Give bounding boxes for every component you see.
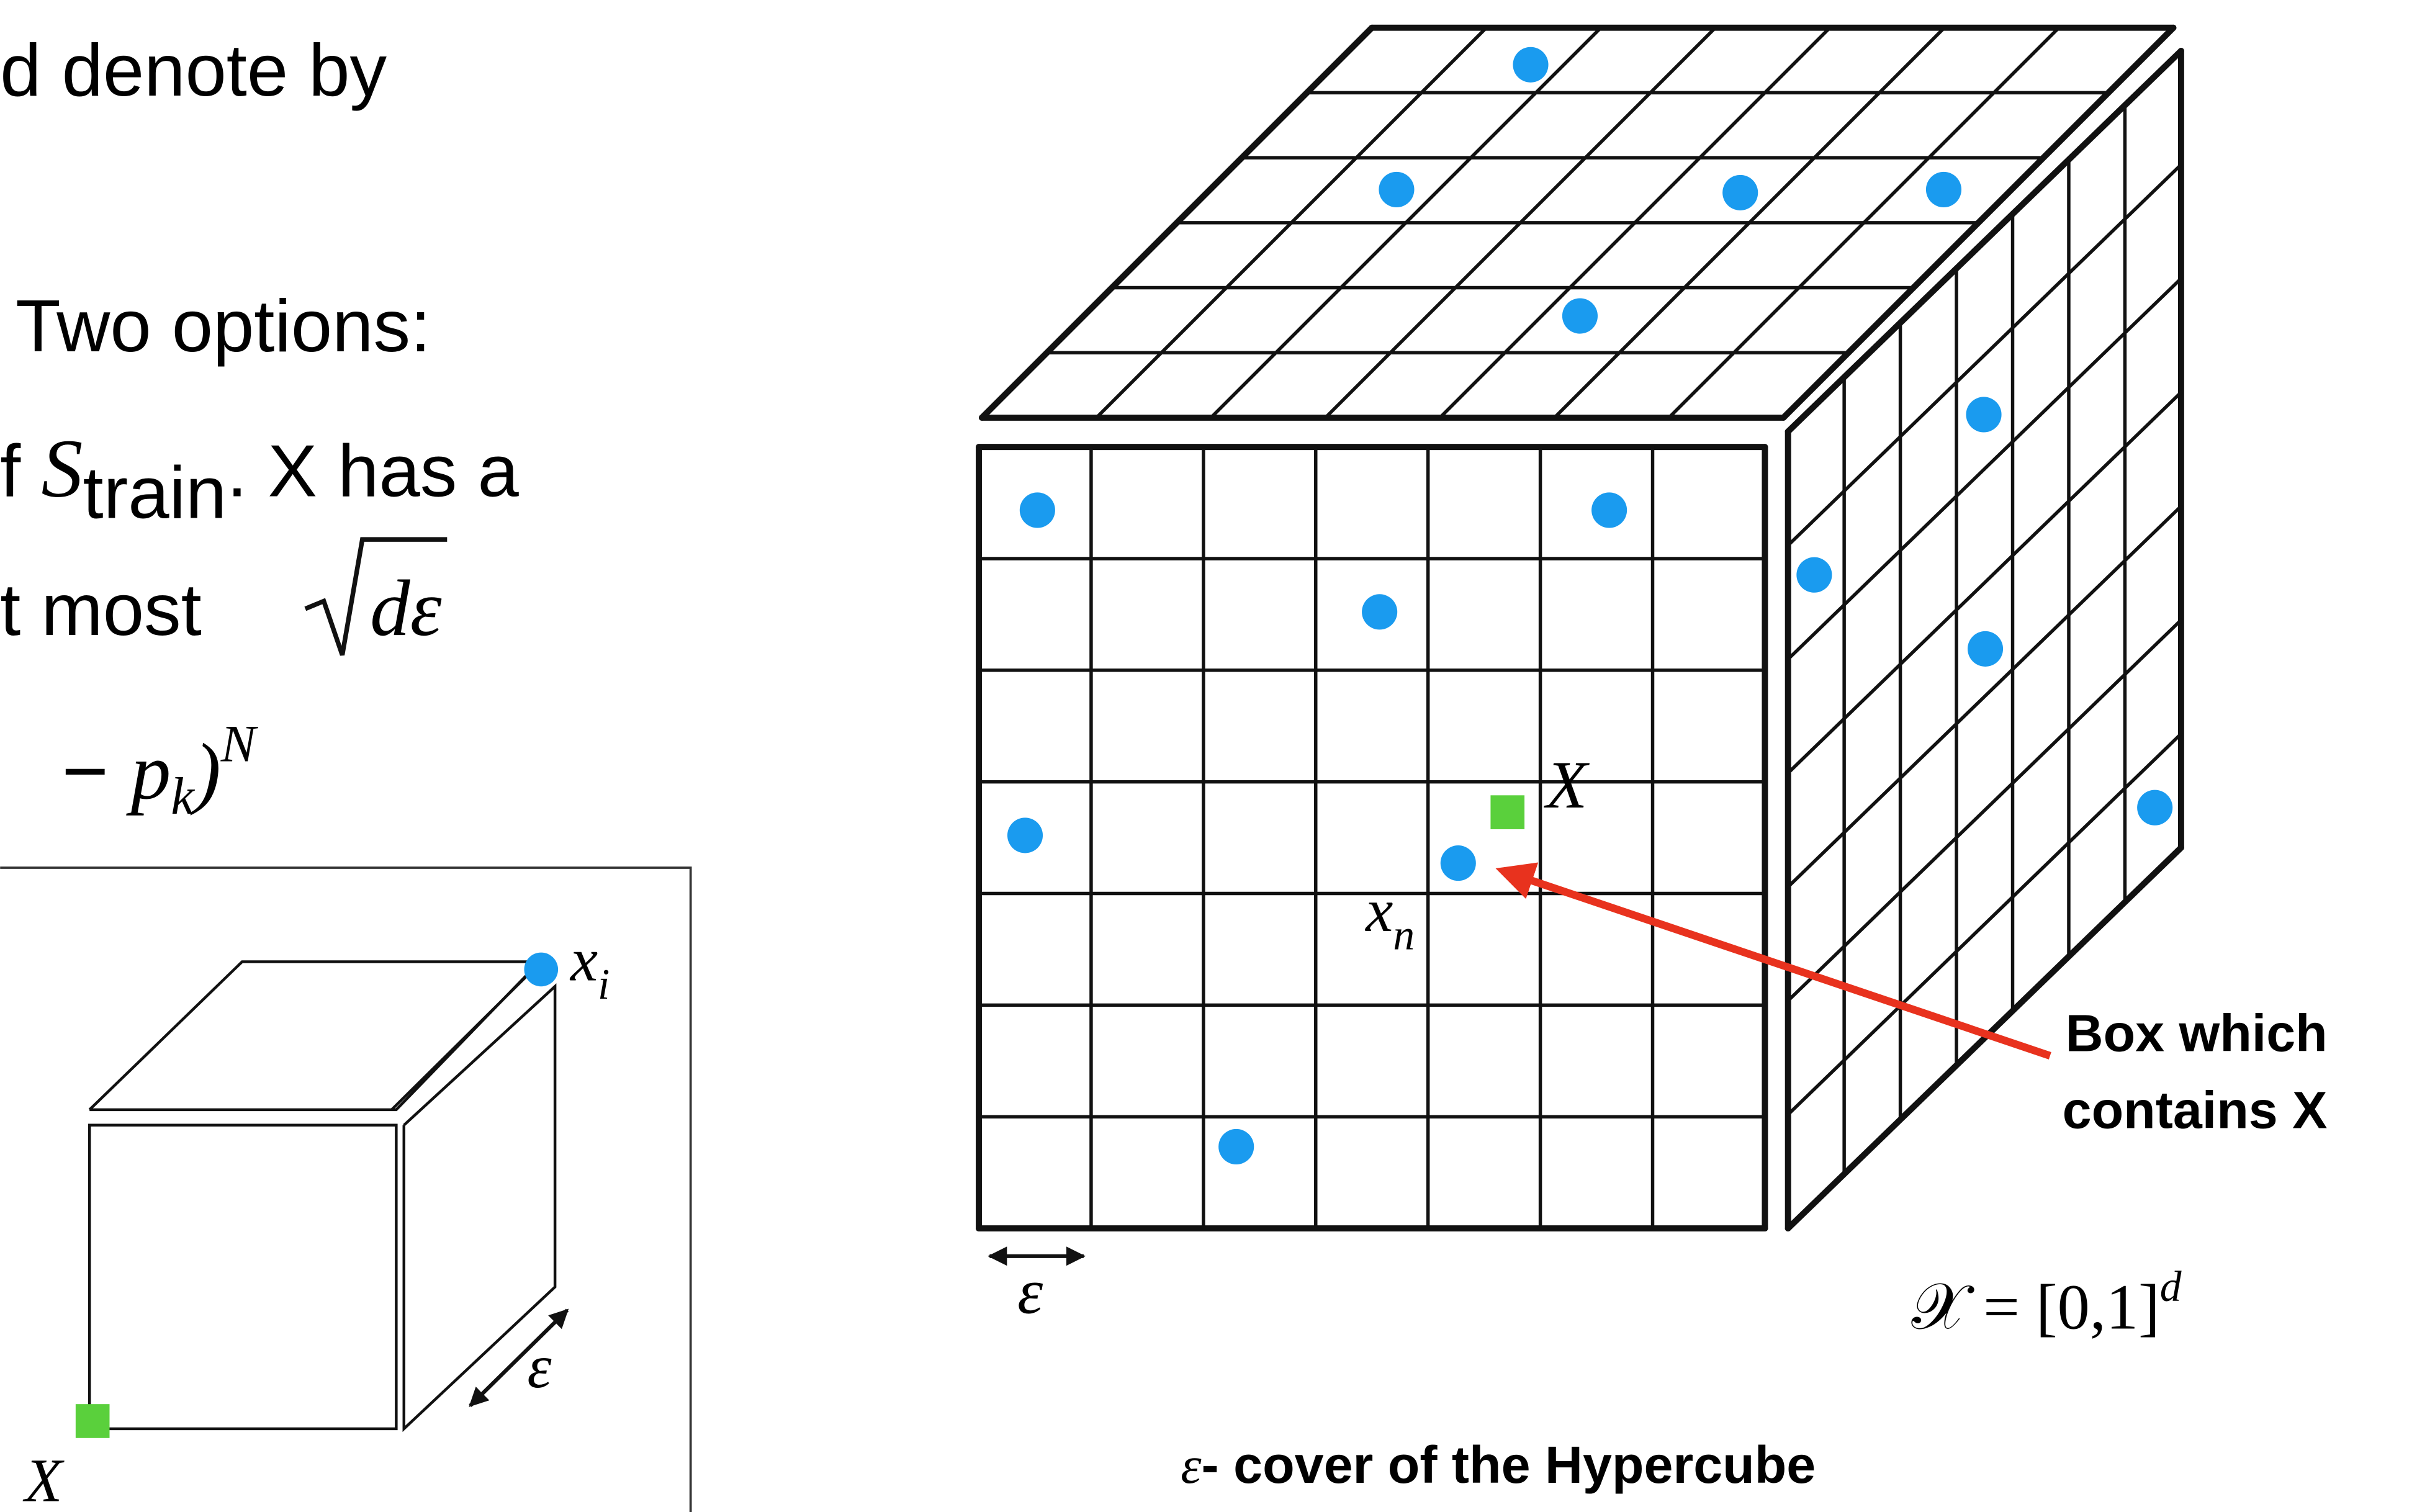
annotation: Box which: [2066, 1004, 2328, 1063]
sample-point: [1007, 817, 1043, 853]
text: f: [0, 430, 41, 513]
sample-point: [1362, 594, 1398, 630]
grid-line: [1786, 277, 2183, 661]
sample-point: [1218, 1128, 1254, 1165]
text-line: Two options:: [16, 285, 431, 367]
caption: ε- cover of the Hypercube: [1181, 1436, 1816, 1495]
math: x: [1364, 876, 1393, 945]
grid-line: [1786, 732, 2183, 1117]
superscript: d: [2160, 1263, 2182, 1311]
sample-point: [1966, 397, 2002, 433]
sample-point: [1019, 492, 1055, 528]
grid-line: [1785, 844, 2184, 1232]
query-point: [1490, 795, 1525, 829]
query-label: X: [22, 1447, 65, 1512]
math: S: [41, 423, 83, 515]
sample-point: [1562, 298, 1598, 334]
math: 𝒳 = [0,1]: [1911, 1271, 2159, 1343]
text-line: t most: [0, 569, 202, 651]
grid-line: [1786, 618, 2183, 1003]
grid-line: [1786, 163, 2183, 547]
sample-point: [1925, 171, 1962, 207]
text: −: [62, 726, 131, 816]
text-line: f Strain. X has a: [0, 423, 519, 534]
sample-point: [1440, 845, 1476, 881]
sqrt-sign: [304, 537, 448, 656]
space-label: 𝒳 = [0,1]d: [1911, 1263, 2181, 1343]
sample-point: [1379, 171, 1415, 207]
text-line: − pk)N: [62, 716, 259, 826]
query-label: X: [1544, 747, 1590, 822]
cell-label: ε: [1017, 1256, 1043, 1328]
annotation: contains X: [2063, 1081, 2328, 1140]
text: - cover of the Hypercube: [1202, 1436, 1816, 1494]
math: x: [569, 925, 598, 994]
nearest-label: xn: [1364, 876, 1415, 960]
hypercube: [976, 24, 2184, 1232]
sample-point: [1513, 47, 1549, 83]
math: dε: [370, 564, 442, 652]
math: ε: [1181, 1437, 1202, 1495]
arrow: [1495, 862, 2051, 1060]
small-cube: [0, 866, 692, 1512]
superscript: N: [220, 716, 259, 773]
grid-line: [1786, 504, 2183, 889]
sample-point: [1967, 631, 2004, 667]
subscript: i: [598, 961, 610, 1009]
grid-line: [1786, 390, 2183, 775]
subscript: train: [83, 451, 227, 534]
subscript: k: [171, 768, 195, 826]
side-label: ε: [527, 1333, 552, 1401]
text-line: d denote by: [0, 29, 387, 112]
sample-point: [1591, 492, 1627, 528]
sample-point: [1722, 174, 1758, 210]
math: p: [126, 727, 171, 816]
grid-line: [1785, 47, 2184, 435]
point-label: xi: [569, 925, 610, 1009]
text: ): [190, 727, 221, 816]
sample-point: [1796, 557, 1832, 593]
text: . X has a: [227, 430, 519, 513]
sample-point: [2137, 790, 2173, 826]
subscript: n: [1393, 912, 1415, 960]
